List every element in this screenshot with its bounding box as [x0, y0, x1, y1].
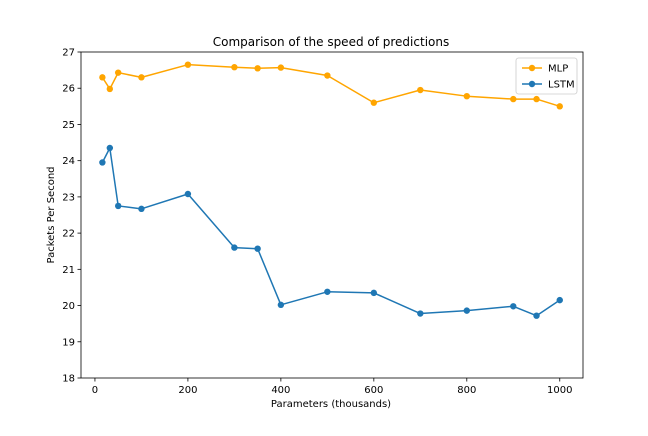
chart-title: Comparison of the speed of predictions [213, 35, 449, 49]
y-tick-label: 27 [62, 48, 75, 59]
legend-entry-lstm: LSTM [522, 80, 575, 91]
data-point-lstm [463, 307, 470, 314]
data-point-lstm [556, 296, 563, 304]
data-point-mlp [184, 61, 192, 68]
data-point-mlp [277, 64, 285, 71]
data-point-mlp [99, 74, 106, 81]
x-tick-label: 1000 [547, 385, 572, 396]
data-point-mlp [417, 86, 424, 94]
y-tick-label: 24 [62, 156, 75, 167]
data-point-mlp [106, 85, 114, 93]
data-point-lstm [254, 245, 261, 252]
data-point-mlp [533, 95, 540, 103]
data-point-lstm [106, 144, 114, 152]
legend-marker-lstm [528, 80, 536, 88]
data-point-mlp [138, 74, 145, 81]
x-tick-label: 600 [364, 385, 383, 396]
legend-label-lstm: LSTM [548, 80, 575, 91]
y-axis: 18 19 20 21 22 23 24 25 26 27 [62, 48, 81, 385]
data-point-lstm [277, 301, 285, 309]
data-point-lstm [99, 159, 106, 166]
legend-entry-mlp: MLP [522, 64, 568, 75]
x-axis: 0 200 400 600 800 1000 [92, 378, 572, 396]
y-tick-label: 22 [62, 229, 75, 240]
series-lstm [99, 144, 563, 319]
legend-label-mlp: MLP [548, 64, 568, 75]
data-point-lstm [138, 205, 145, 213]
data-point-mlp [556, 103, 563, 110]
data-point-lstm [184, 190, 192, 198]
x-tick-label: 400 [271, 385, 290, 396]
y-tick-label: 23 [62, 192, 75, 203]
y-tick-label: 18 [62, 374, 75, 385]
data-point-mlp [370, 99, 378, 106]
x-tick-label: 0 [92, 385, 98, 396]
data-point-mlp [254, 65, 261, 72]
data-point-lstm [231, 244, 238, 251]
y-tick-label: 19 [62, 337, 75, 348]
data-point-lstm [114, 202, 122, 210]
data-point-mlp [324, 72, 331, 79]
x-axis-label: Parameters (thousands) [271, 399, 391, 410]
y-tick-label: 21 [62, 265, 75, 276]
y-tick-label: 20 [62, 301, 75, 312]
data-point-mlp [510, 95, 517, 103]
data-point-mlp [231, 64, 238, 71]
data-point-lstm [510, 303, 517, 310]
y-tick-label: 26 [62, 84, 75, 95]
x-tick-label: 200 [178, 385, 197, 396]
legend-marker-mlp [528, 64, 536, 72]
legend: MLP LSTM [515, 57, 578, 95]
series-mlp [99, 61, 563, 110]
data-point-lstm [417, 310, 424, 317]
y-axis-label: Packets Per Second [46, 166, 57, 263]
data-point-lstm [533, 312, 540, 319]
plot-frame [80, 51, 584, 379]
y-tick-label: 25 [62, 120, 75, 131]
x-tick-label: 800 [457, 385, 476, 396]
data-point-lstm [324, 288, 331, 295]
data-point-lstm [370, 289, 378, 297]
data-point-mlp [463, 92, 470, 100]
plot-area [99, 61, 563, 319]
data-point-mlp [114, 69, 122, 76]
